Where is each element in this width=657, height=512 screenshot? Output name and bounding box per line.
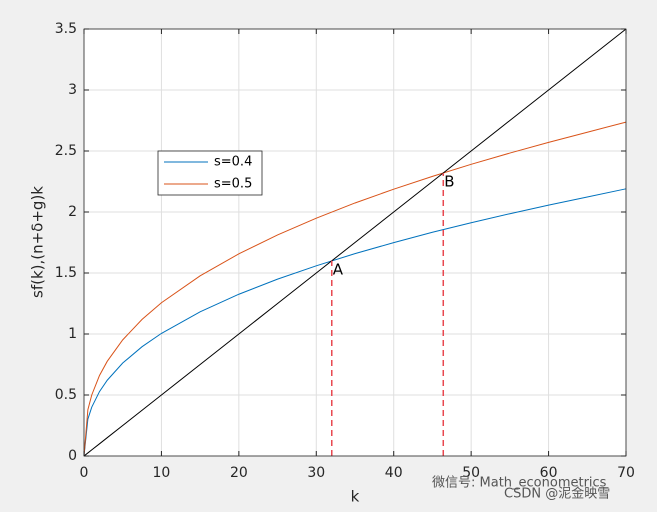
x-tick-label: 40: [385, 465, 403, 481]
plot: AB: [83, 28, 627, 457]
ticks: 0 10 20 30 40 50 60 70 0 0.5 1 1.5 2 2.5 3 3.5: [55, 21, 635, 481]
legend-label: s=0.5: [214, 177, 252, 192]
x-tick-label: 70: [617, 465, 635, 481]
axes-box: [83, 28, 627, 457]
x-tick-label: 10: [153, 465, 171, 481]
series-line: [83, 121, 627, 457]
y-axis-label: sf(k),(n+δ+g)k: [29, 186, 47, 298]
annotation: A: [333, 260, 344, 278]
series-line: [83, 188, 627, 457]
annotation: B: [444, 172, 454, 190]
x-tick-label: 60: [540, 465, 558, 481]
y-tick-label: 2.5: [55, 143, 77, 159]
x-axis-label: k: [351, 488, 360, 506]
y-tick-label: 0.5: [55, 387, 77, 403]
y-tick-label: 2: [68, 204, 77, 220]
y-tick-label: 3.5: [55, 21, 77, 37]
watermark: 微信号: Math_econometrics: [432, 476, 607, 491]
x-tick-label: 50: [462, 465, 480, 481]
legend-label: s=0.4: [214, 155, 252, 170]
y-tick-label: 1.5: [55, 265, 77, 281]
legend-box: [157, 150, 263, 196]
series-line: [83, 28, 627, 457]
x-tick-label: 30: [307, 465, 325, 481]
x-tick-label: 20: [230, 465, 248, 481]
legend: s=0.4 s=0.5: [157, 150, 263, 196]
x-tick-label: 0: [80, 465, 89, 481]
y-tick-label: 1: [68, 326, 77, 342]
y-tick-label: 0: [68, 448, 77, 464]
y-tick-label: 3: [68, 82, 77, 98]
watermark: CSDN @泥金映雪: [504, 486, 610, 502]
